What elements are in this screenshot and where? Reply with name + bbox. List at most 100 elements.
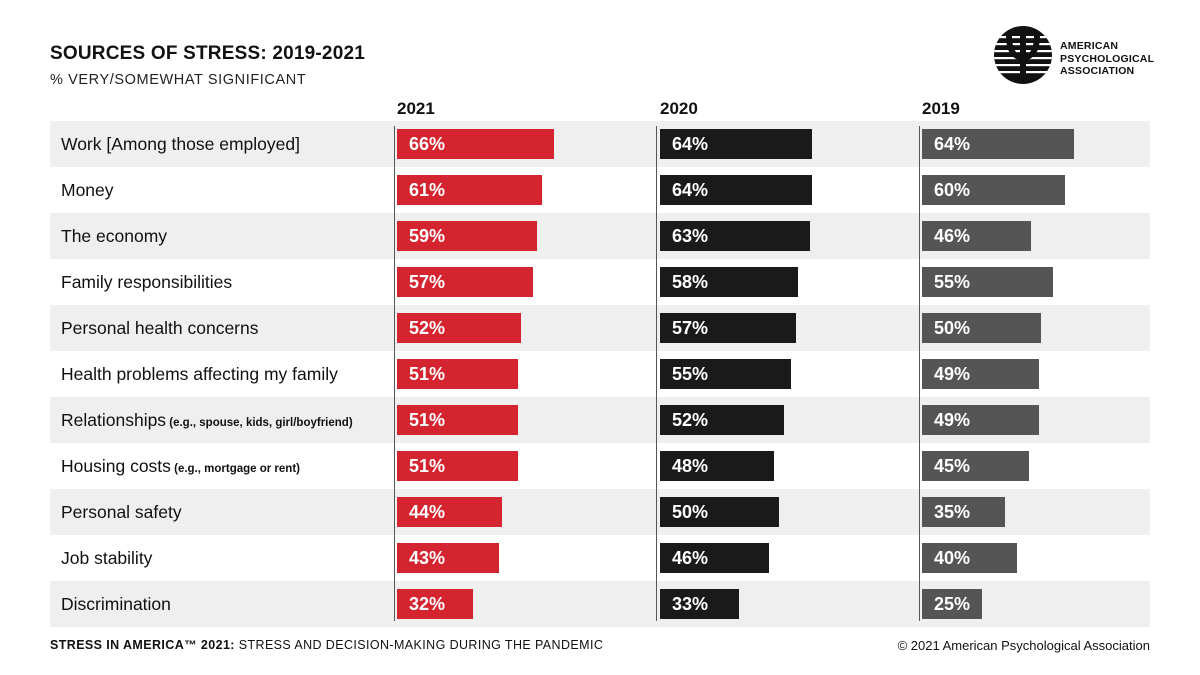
category-label-note: (e.g., mortgage or rent)	[170, 463, 300, 475]
category-label-text: Discrimination	[61, 594, 171, 614]
bar-2020: 58%	[660, 267, 798, 297]
bar-value-label: 49%	[934, 410, 971, 430]
bar-2019: 40%	[922, 543, 1017, 573]
category-label: Money	[61, 179, 114, 201]
bar-value-label: 45%	[934, 456, 971, 476]
bar-value-label: 59%	[409, 226, 446, 246]
bar-2021: 43%	[397, 543, 499, 573]
logo-line-1: AMERICAN	[1060, 40, 1119, 52]
bar-2021: 52%	[397, 313, 521, 343]
category-label-text: Work [Among those employed]	[61, 134, 300, 154]
bar-value-label: 58%	[672, 272, 709, 292]
category-label-text: Health problems affecting my family	[61, 364, 338, 384]
apa-psi-logo-icon	[994, 26, 1052, 84]
category-label-note: (e.g., spouse, kids, girl/boyfriend)	[166, 417, 353, 429]
bar-value-label: 51%	[409, 410, 446, 430]
bar-value-label: 51%	[409, 364, 446, 384]
bar-value-label: 48%	[672, 456, 709, 476]
logo-line-2: PSYCHOLOGICAL	[1060, 52, 1155, 65]
apa-logo: AMERICAN PSYCHOLOGICAL ASSOCIATION	[992, 24, 1157, 88]
footer-source: STRESS IN AMERICA™ 2021: STRESS AND DECI…	[50, 638, 603, 652]
bar-2019: 50%	[922, 313, 1041, 343]
column-axis-line	[394, 126, 395, 621]
category-label: Family responsibilities	[61, 271, 232, 293]
category-label: Health problems affecting my family	[61, 363, 338, 385]
category-label-text: Personal safety	[61, 502, 182, 522]
bar-value-label: 46%	[672, 548, 709, 568]
bar-2020: 48%	[660, 451, 774, 481]
bar-value-label: 60%	[934, 180, 971, 200]
bar-2021: 51%	[397, 451, 518, 481]
bar-2019: 64%	[922, 129, 1074, 159]
category-label-text: Job stability	[61, 548, 153, 568]
category-label: The economy	[61, 225, 167, 247]
bar-value-label: 61%	[409, 180, 446, 200]
bar-2021: 51%	[397, 405, 518, 435]
footer-copyright: © 2021 American Psychological Associatio…	[897, 638, 1150, 653]
bar-value-label: 64%	[934, 134, 971, 154]
apa-logo-text: AMERICAN PSYCHOLOGICAL ASSOCIATION	[1060, 40, 1154, 78]
bar-2019: 25%	[922, 589, 982, 619]
bar-2021: 66%	[397, 129, 554, 159]
bar-2021: 59%	[397, 221, 537, 251]
category-label-text: Money	[61, 180, 114, 200]
bar-value-label: 32%	[409, 594, 446, 614]
logo-line-3: ASSOCIATION	[1060, 65, 1135, 77]
footer-source-rest: STRESS AND DECISION-MAKING DURING THE PA…	[234, 638, 604, 652]
bar-2019: 46%	[922, 221, 1031, 251]
bar-2021: 32%	[397, 589, 473, 619]
chart-title: SOURCES OF STRESS: 2019-2021	[50, 43, 365, 64]
bar-2019: 60%	[922, 175, 1065, 205]
bar-2019: 49%	[922, 359, 1039, 389]
bar-value-label: 40%	[934, 548, 971, 568]
bar-value-label: 44%	[409, 502, 446, 522]
category-label-text: Personal health concerns	[61, 318, 259, 338]
category-label: Discrimination	[61, 593, 171, 615]
column-header-2020: 2020	[660, 99, 698, 118]
bar-2020: 57%	[660, 313, 796, 343]
bar-2021: 51%	[397, 359, 518, 389]
footer-source-bold: STRESS IN AMERICA™ 2021:	[50, 638, 235, 652]
category-label: Work [Among those employed]	[61, 133, 300, 155]
bar-value-label: 33%	[672, 594, 709, 614]
column-header-2019: 2019	[922, 99, 960, 118]
bar-value-label: 25%	[934, 594, 971, 614]
category-label: Relationships (e.g., spouse, kids, girl/…	[61, 409, 353, 434]
bar-value-label: 64%	[672, 134, 709, 154]
category-label: Personal safety	[61, 501, 182, 523]
bar-2019: 49%	[922, 405, 1039, 435]
column-axis-line	[656, 126, 657, 621]
bar-2020: 52%	[660, 405, 784, 435]
bar-value-label: 64%	[672, 180, 709, 200]
bar-2020: 64%	[660, 175, 812, 205]
bar-value-label: 55%	[672, 364, 709, 384]
category-label-text: The economy	[61, 226, 168, 246]
bar-2020: 33%	[660, 589, 739, 619]
bar-2020: 46%	[660, 543, 769, 573]
bar-value-label: 51%	[409, 456, 446, 476]
category-label: Personal health concerns	[61, 317, 258, 339]
bar-value-label: 57%	[672, 318, 709, 338]
bar-value-label: 52%	[409, 318, 446, 338]
bar-2021: 44%	[397, 497, 502, 527]
bar-value-label: 43%	[409, 548, 446, 568]
category-label: Job stability	[61, 547, 152, 569]
bar-2021: 57%	[397, 267, 533, 297]
category-label-text: Housing costs	[61, 456, 171, 476]
bar-2020: 55%	[660, 359, 791, 389]
bar-value-label: 35%	[934, 502, 971, 522]
bar-2020: 63%	[660, 221, 810, 251]
bar-2019: 55%	[922, 267, 1053, 297]
chart-subtitle: % VERY/SOMEWHAT SIGNIFICANT	[50, 72, 307, 88]
category-label-text: Family responsibilities	[61, 272, 233, 292]
bar-value-label: 50%	[934, 318, 971, 338]
bar-2020: 64%	[660, 129, 812, 159]
category-label: Housing costs (e.g., mortgage or rent)	[61, 455, 300, 480]
bar-value-label: 46%	[934, 226, 971, 246]
bar-2020: 50%	[660, 497, 779, 527]
bar-value-label: 55%	[934, 272, 971, 292]
bar-value-label: 49%	[934, 364, 971, 384]
bar-value-label: 63%	[672, 226, 709, 246]
bar-value-label: 52%	[672, 410, 709, 430]
bar-value-label: 66%	[409, 134, 446, 154]
